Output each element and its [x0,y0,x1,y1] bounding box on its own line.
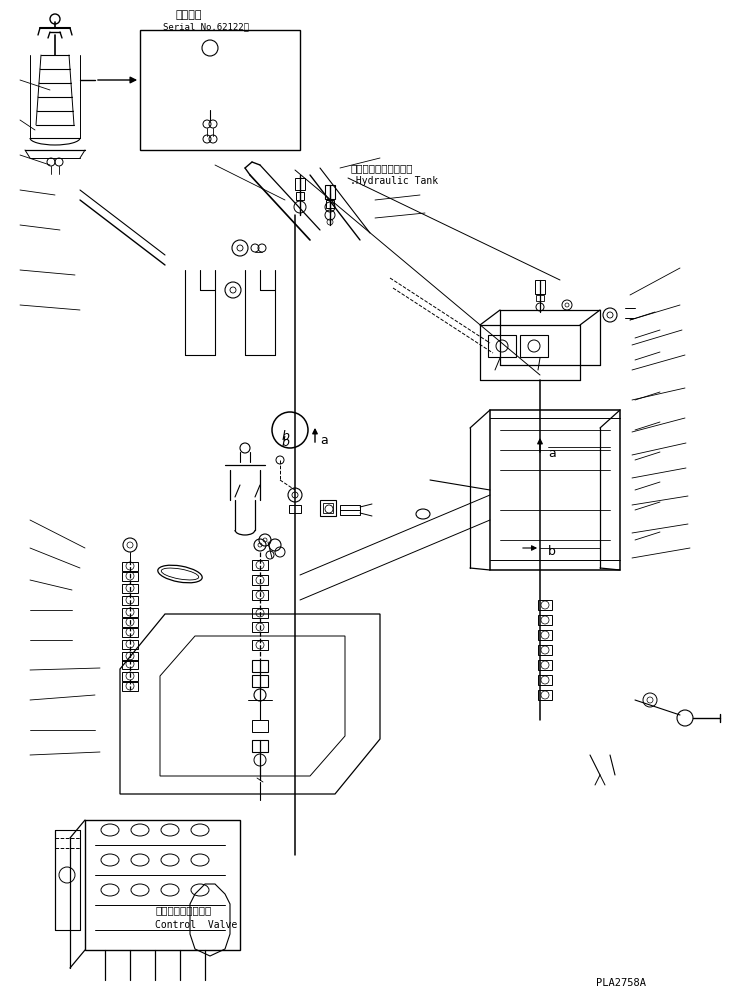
Bar [538,660,552,670]
Text: PLA2758A: PLA2758A [596,978,646,988]
Circle shape [272,412,308,448]
Bar [122,628,138,637]
Bar [252,640,268,650]
Bar [252,560,268,570]
Bar [122,672,138,681]
Bar [326,200,334,208]
Bar [252,675,268,687]
Bar [538,615,552,625]
Text: コントロールバルブ: コントロールバルブ [155,905,211,915]
Bar [538,630,552,640]
Bar [122,682,138,691]
Bar [320,500,336,516]
Bar [122,618,138,627]
Bar [490,410,620,570]
Bar [488,335,516,357]
Text: b: b [548,545,556,558]
Bar [520,335,548,357]
Text: b: b [281,436,289,449]
Bar [55,830,80,930]
Text: 適用号機: 適用号機 [175,10,201,20]
Bar [325,185,335,199]
Bar [538,600,552,610]
Bar [252,575,268,585]
Bar [122,640,138,649]
Text: a: a [548,447,556,460]
Bar [122,596,138,605]
Bar [295,178,305,190]
Text: Control  Valve: Control Valve [155,920,237,930]
Bar [296,192,304,200]
Bar [538,675,552,685]
Bar [538,645,552,655]
Bar [122,660,138,669]
Bar [538,690,552,700]
Bar [140,30,300,150]
Text: Serial No.62122～: Serial No.62122～ [163,22,249,31]
Bar [122,562,138,571]
Bar [252,720,268,732]
Bar [340,505,360,515]
Bar [323,503,333,513]
Bar [85,820,240,950]
Bar [122,608,138,617]
Text: ハイドロリックタンク: ハイドロリックタンク [350,163,412,173]
Bar [289,505,301,513]
Bar [122,572,138,581]
Text: a: a [320,434,328,447]
Bar [122,584,138,593]
Bar [252,608,268,618]
Bar [252,660,268,672]
Bar [252,622,268,632]
Bar [536,295,544,301]
Bar [122,652,138,661]
Text: .Hydraulic Tank: .Hydraulic Tank [350,176,438,186]
Bar [535,280,545,294]
Bar [252,590,268,600]
Text: b: b [281,429,289,442]
Bar [252,740,268,752]
